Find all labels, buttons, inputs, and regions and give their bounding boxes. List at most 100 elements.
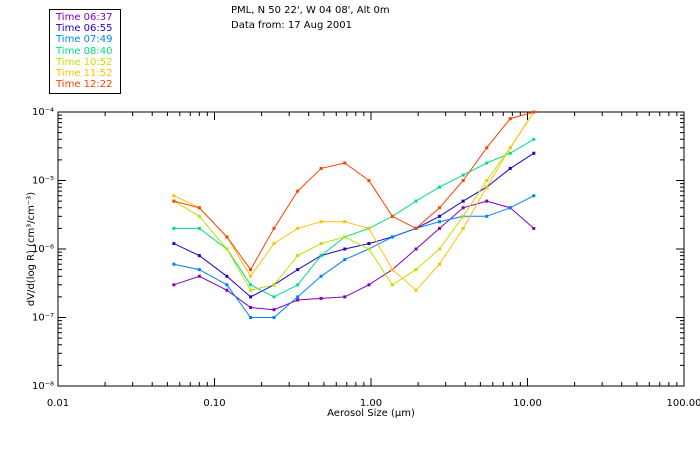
- chart-subtitle: Data from: 17 Aug 2001: [231, 20, 352, 31]
- series-point-4: [319, 242, 323, 246]
- series-line-5: [173, 112, 535, 291]
- series-point-6: [508, 117, 512, 121]
- series-point-3: [508, 151, 512, 155]
- series-point-4: [225, 247, 229, 251]
- series-point-6: [343, 161, 347, 165]
- series-point-5: [319, 220, 323, 224]
- chart-title: PML, N 50 22', W 04 08', Alt 0m: [231, 5, 390, 16]
- y-axis-label: dV/d(log R) (cm³/cm⁻³): [26, 192, 37, 306]
- series-line-2: [173, 195, 535, 318]
- series-point-3: [172, 226, 176, 230]
- series-point-5: [461, 226, 465, 230]
- series-point-0: [272, 308, 276, 312]
- series-point-2: [319, 274, 323, 278]
- series-point-3: [197, 226, 201, 230]
- series-point-3: [249, 283, 253, 287]
- series-point-3: [485, 161, 489, 165]
- legend-entry: Time 06:37: [56, 12, 113, 23]
- series-point-0: [414, 247, 418, 251]
- series-point-6: [249, 268, 253, 272]
- series-point-4: [438, 247, 442, 251]
- series-line-0: [173, 200, 535, 311]
- y-tick-label: 10⁻⁷: [32, 313, 54, 324]
- legend-entry: Time 06:55: [56, 23, 113, 35]
- series-point-6: [461, 179, 465, 182]
- series-point-5: [296, 226, 300, 230]
- series-line-1: [173, 152, 535, 298]
- x-tick-label: 1.00: [360, 398, 382, 409]
- legend-entry: Time 10:52: [56, 56, 113, 68]
- series-point-5: [485, 185, 489, 189]
- series-point-5: [272, 242, 276, 246]
- series-point-0: [296, 298, 300, 302]
- series-point-6: [414, 226, 418, 230]
- legend-entry: Time 12:22: [56, 79, 113, 91]
- series-point-4: [414, 268, 418, 272]
- series-point-5: [367, 226, 371, 230]
- series-point-4: [296, 254, 300, 258]
- series-point-2: [485, 214, 489, 218]
- series-line-3: [173, 138, 535, 298]
- x-tick-label: 0.10: [203, 398, 225, 409]
- series-point-1: [532, 151, 536, 155]
- x-tick-label: 100.00: [667, 398, 700, 409]
- legend-entry: Time 07:49: [56, 34, 113, 46]
- series-point-3: [296, 283, 300, 287]
- series-point-1: [225, 274, 229, 278]
- series-point-1: [438, 214, 442, 218]
- legend: Time 06:37 Time 06:55 Time 07:49 Time 08:40…: [49, 9, 121, 94]
- series-line-4: [173, 112, 535, 291]
- series-point-2: [508, 206, 512, 210]
- series-point-3: [414, 199, 418, 203]
- series-point-2: [172, 262, 176, 266]
- series-point-4: [390, 283, 394, 287]
- series-point-1: [461, 199, 465, 203]
- series-point-4: [367, 247, 371, 251]
- series-point-5: [172, 194, 176, 198]
- series-point-6: [438, 206, 442, 210]
- series-point-2: [225, 283, 229, 287]
- series-point-0: [225, 288, 229, 292]
- series-point-6: [296, 189, 300, 193]
- series-point-2: [390, 235, 394, 239]
- plot-frame: [57, 111, 685, 387]
- series-point-6: [485, 146, 489, 150]
- series-point-2: [197, 268, 201, 272]
- x-tick-label: 0.01: [47, 398, 69, 409]
- series-point-0: [485, 199, 489, 203]
- series-point-3: [319, 254, 323, 258]
- series-point-3: [532, 137, 536, 141]
- series-point-0: [172, 283, 176, 287]
- series-point-5: [390, 268, 394, 272]
- series-point-0: [197, 274, 201, 278]
- y-tick-label: 10⁻⁶: [32, 244, 54, 255]
- series-point-0: [343, 295, 347, 299]
- series-point-1: [508, 166, 512, 170]
- series-point-4: [249, 288, 253, 292]
- series-point-1: [197, 254, 201, 258]
- series-line-6: [173, 112, 534, 271]
- series-point-4: [343, 235, 347, 239]
- legend-entry: Time 08:40: [56, 45, 113, 57]
- series-point-2: [532, 194, 536, 198]
- series-point-5: [414, 288, 418, 292]
- y-tick-label: 10⁻⁵: [32, 176, 54, 187]
- series-point-5: [438, 262, 442, 266]
- series-point-6: [172, 199, 176, 203]
- series-point-6: [319, 166, 323, 170]
- series-point-4: [485, 179, 489, 182]
- series-point-0: [249, 305, 253, 309]
- legend-entry: Time 11:52: [56, 68, 113, 79]
- series-point-4: [272, 283, 276, 287]
- series-point-1: [343, 247, 347, 251]
- series-point-1: [296, 268, 300, 272]
- y-tick-label: 10⁻⁸: [32, 381, 54, 392]
- series-point-6: [272, 226, 276, 230]
- series-point-0: [438, 226, 442, 230]
- series-point-1: [172, 242, 176, 246]
- series-point-5: [249, 274, 253, 278]
- series-point-6: [390, 214, 394, 218]
- series-point-2: [249, 316, 253, 319]
- series-point-2: [272, 316, 276, 319]
- series-point-3: [438, 185, 442, 189]
